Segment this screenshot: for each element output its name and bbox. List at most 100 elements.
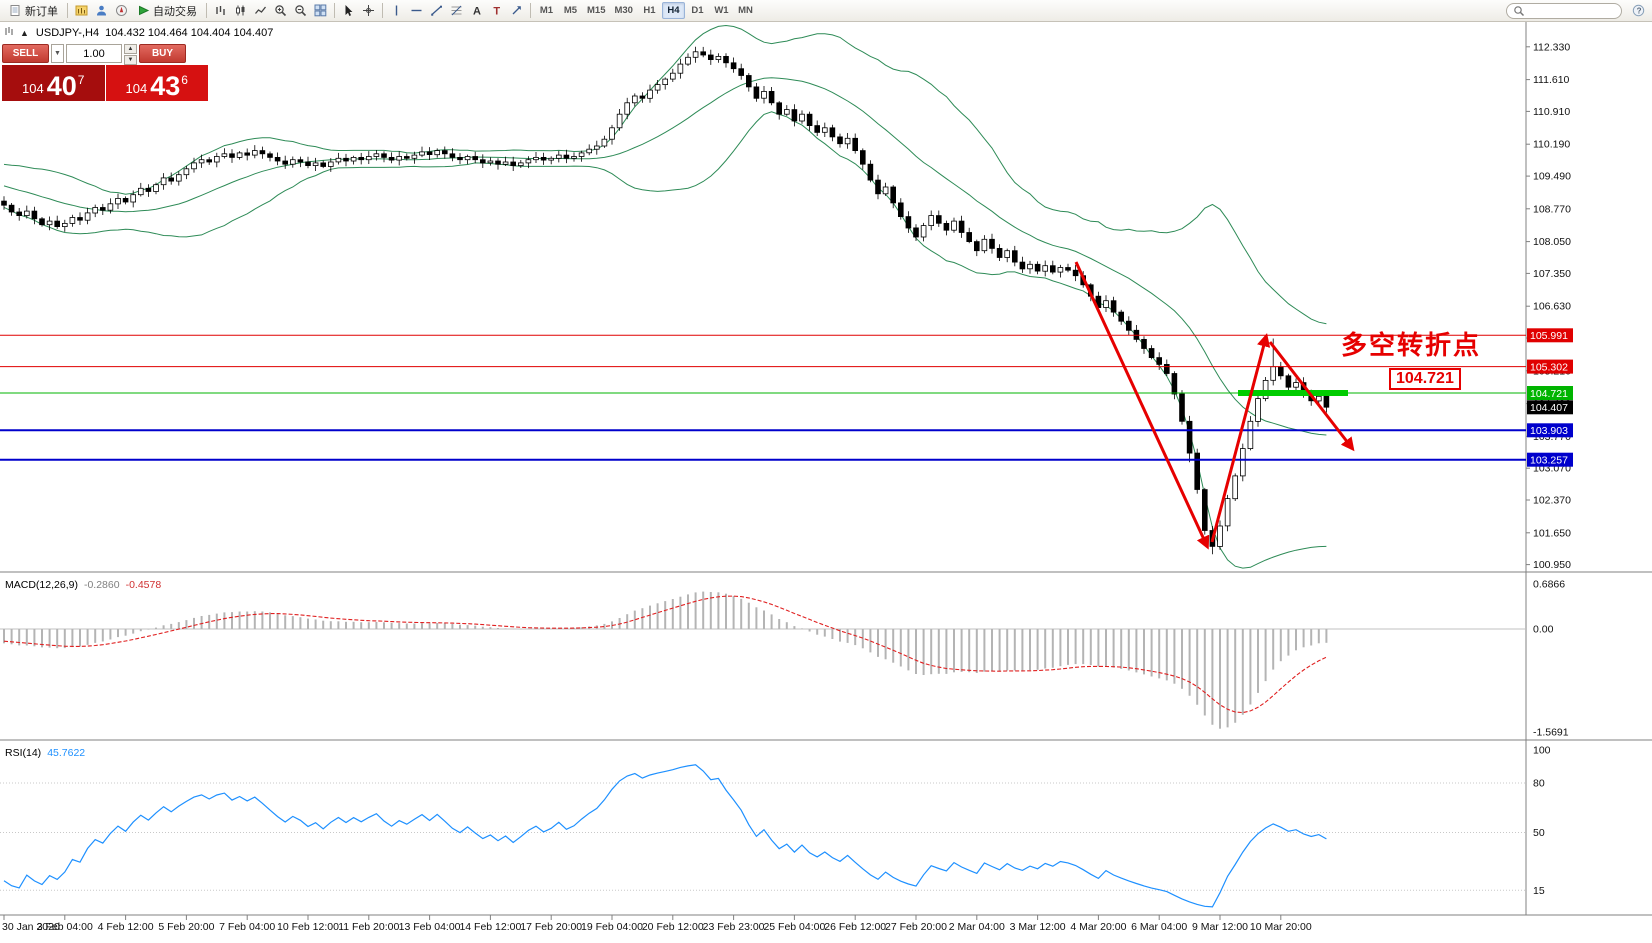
tile-windows-icon-button[interactable] xyxy=(311,1,330,20)
time-tick-label: 11 Feb 20:00 xyxy=(338,921,399,933)
search-input[interactable] xyxy=(1529,4,1615,17)
horizontal-line-icon xyxy=(410,4,423,17)
bars-icon xyxy=(214,4,227,17)
order-type-dropdown[interactable]: ▼ xyxy=(51,44,64,63)
rsi-scale-label: 15 xyxy=(1533,885,1545,897)
bars-icon-button[interactable] xyxy=(211,1,230,20)
fibonacci-icon xyxy=(450,4,463,17)
buy-button[interactable]: BUY xyxy=(139,44,186,63)
timeframe-m1-button[interactable]: M1 xyxy=(539,5,554,16)
price-level-callout[interactable]: 104.721 xyxy=(1389,368,1461,390)
panel-splitter[interactable] xyxy=(0,570,1652,574)
price-level-badge xyxy=(1527,423,1573,438)
text-icon-button[interactable]: A xyxy=(467,1,486,20)
price-tick-label: 108.770 xyxy=(1533,203,1571,215)
buy-price-prefix: 104 xyxy=(125,81,148,97)
timeframe-d1-button[interactable]: D1 xyxy=(691,5,704,16)
timeframe-m5-button[interactable]: M5 xyxy=(563,5,578,16)
price-tick-label: 108.050 xyxy=(1533,236,1571,248)
label-icon-button[interactable]: T xyxy=(487,1,506,20)
chart-ohlc-values: 104.432 104.464 104.404 104.407 xyxy=(105,27,274,39)
chart-window-icon-button[interactable] xyxy=(72,1,91,20)
annotation-arrow[interactable] xyxy=(1074,261,1210,550)
trade-prices-row: 104 40 7 104 43 6 xyxy=(2,65,208,101)
sell-price-big: 40 xyxy=(46,71,77,102)
timeframe-w1-button[interactable]: W1 xyxy=(714,5,729,16)
svg-text:A: A xyxy=(473,6,481,18)
candles-icon-button[interactable] xyxy=(231,1,250,20)
macd-value: -0.2860 xyxy=(83,579,120,591)
candles xyxy=(1,46,1330,555)
arrows-icon-button[interactable] xyxy=(507,1,526,20)
timeframe-m30-button[interactable]: M30 xyxy=(614,5,633,16)
panel-splitter[interactable] xyxy=(0,738,1652,742)
help-icon-button[interactable]: ? xyxy=(1629,1,1648,20)
line-chart-icon xyxy=(254,4,267,17)
timeframe-mn-button[interactable]: MN xyxy=(738,5,753,16)
new-order-button[interactable]: 新订单 xyxy=(4,1,63,20)
price-level-badge-label: 104.721 xyxy=(1530,388,1568,400)
horizontal-line-icon-button[interactable] xyxy=(407,1,426,20)
price-tick-label: 111.610 xyxy=(1533,74,1570,86)
buy-price-sup: 6 xyxy=(181,73,188,87)
navigator-icon xyxy=(115,4,128,17)
toolbar-separator xyxy=(67,3,68,18)
vertical-line-icon-button[interactable] xyxy=(387,1,406,20)
autotrading-icon xyxy=(137,4,150,17)
zoom-in-icon-button[interactable] xyxy=(271,1,290,20)
sell-price-display[interactable]: 104 40 7 xyxy=(2,65,105,101)
volume-up-button[interactable]: ▲ xyxy=(124,44,137,54)
bollinger-upper xyxy=(3,24,1327,325)
timeframe-h4-button[interactable]: H4 xyxy=(661,2,685,19)
fibonacci-icon-button[interactable] xyxy=(447,1,466,20)
price-tick-label: 100.950 xyxy=(1533,559,1571,571)
search-box xyxy=(1506,2,1622,19)
new-order-label: 新订单 xyxy=(25,5,58,18)
volume-down-button[interactable]: ▼ xyxy=(124,55,137,65)
price-level-badge-label: 105.302 xyxy=(1530,361,1568,373)
crosshair-icon-button[interactable] xyxy=(359,1,378,20)
price-tick-label: 109.490 xyxy=(1533,171,1571,183)
sell-price-sup: 7 xyxy=(77,73,85,87)
price-tick-label: 110.190 xyxy=(1533,139,1570,151)
timeframe-m15-button[interactable]: M15 xyxy=(587,5,606,16)
price-level-badge-label: 104.407 xyxy=(1530,402,1568,414)
macd-header: MACD(12,26,9) -0.2860 -0.4578 xyxy=(5,579,161,591)
line-chart-icon-button[interactable] xyxy=(251,1,270,20)
time-tick-label: 4 Mar 20:00 xyxy=(1070,921,1126,933)
cursor-icon xyxy=(342,4,355,17)
macd-scale-label: -1.5691 xyxy=(1533,726,1569,738)
autotrading-button[interactable]: 自动交易 xyxy=(132,1,202,20)
zoom-out-icon xyxy=(294,4,307,17)
vertical-line-icon xyxy=(390,4,403,17)
sell-price-prefix: 104 xyxy=(22,81,44,97)
cursor-icon-button[interactable] xyxy=(339,1,358,20)
svg-text:T: T xyxy=(493,6,500,18)
toolbar-separator xyxy=(382,3,383,18)
time-tick-label: 20 Feb 12:00 xyxy=(642,921,704,933)
trendline-icon-button[interactable] xyxy=(427,1,446,20)
time-tick-label: 5 Feb 20:00 xyxy=(158,921,214,933)
trade-controls-row: SELL ▼ ▲ ▼ BUY xyxy=(2,44,208,65)
buy-price-display[interactable]: 104 43 6 xyxy=(105,65,208,101)
one-click-toggle-icon[interactable]: ▲ xyxy=(20,28,29,38)
time-tick-label: 14 Feb 12:00 xyxy=(459,921,521,933)
sell-button[interactable]: SELL xyxy=(2,44,49,63)
tile-windows-icon xyxy=(314,4,327,17)
turning-point-annotation[interactable]: 多空转折点 xyxy=(1341,330,1482,360)
crosshair-icon xyxy=(362,4,375,17)
volume-input[interactable] xyxy=(66,44,122,63)
annotation-arrow[interactable] xyxy=(1268,341,1355,452)
highlight-segment[interactable] xyxy=(1238,390,1348,396)
price-level-badge xyxy=(1527,328,1573,343)
annotation-arrow[interactable] xyxy=(1210,333,1271,543)
time-tick-label: 3 Mar 12:00 xyxy=(1010,921,1066,933)
navigator-icon-button[interactable] xyxy=(112,1,131,20)
zoom-out-icon-button[interactable] xyxy=(291,1,310,20)
profiles-icon-button[interactable] xyxy=(92,1,111,20)
time-tick-label: 4 Feb 12:00 xyxy=(98,921,154,933)
timeframe-h1-button[interactable]: H1 xyxy=(643,5,656,16)
time-tick-label: 13 Feb 04:00 xyxy=(399,921,461,933)
